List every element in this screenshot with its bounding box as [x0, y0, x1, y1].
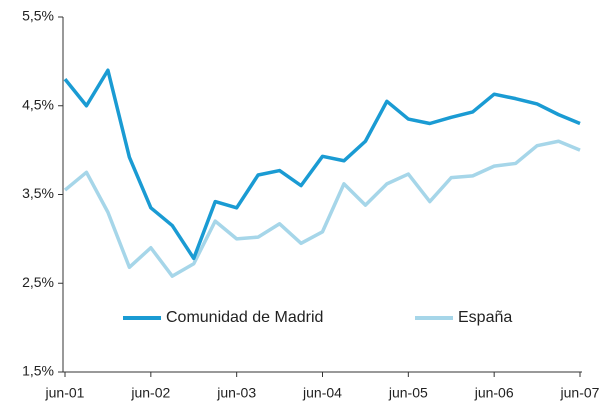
- y-tick-label: 5,5%: [22, 8, 54, 24]
- x-tick-label: jun-07: [560, 385, 600, 401]
- y-tick-label: 2,5%: [22, 274, 54, 290]
- x-tick-label: jun-05: [388, 385, 428, 401]
- legend-label: España: [458, 309, 512, 326]
- y-tick-label: 1,5%: [22, 363, 54, 379]
- series-line: [63, 68, 581, 261]
- x-tick-label: jun-03: [216, 385, 256, 401]
- series-line: [63, 139, 581, 278]
- x-tick-label: jun-04: [302, 385, 342, 401]
- x-tick-label: jun-06: [474, 385, 514, 401]
- x-tick-label: jun-01: [45, 385, 85, 401]
- x-tick-label: jun-02: [130, 385, 170, 401]
- y-tick-label: 4,5%: [22, 96, 54, 112]
- y-tick-label: 3,5%: [22, 185, 54, 201]
- legend-label: Comunidad de Madrid: [166, 309, 323, 326]
